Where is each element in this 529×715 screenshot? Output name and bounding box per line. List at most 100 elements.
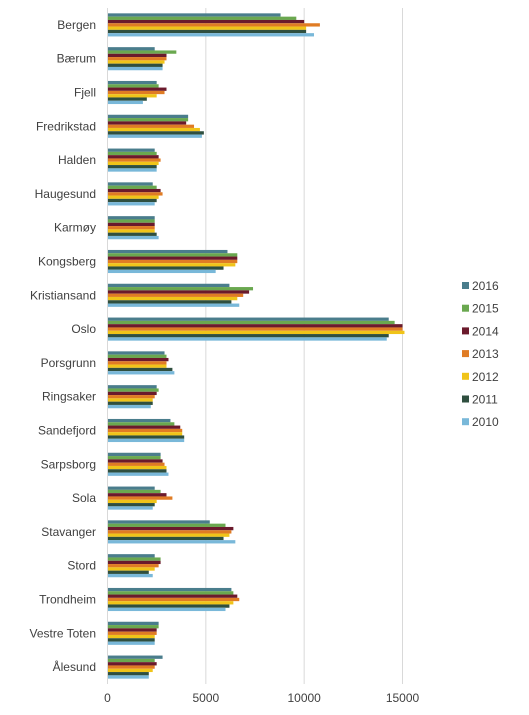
bar-2011 — [107, 232, 157, 236]
legend-label: 2010 — [472, 415, 499, 429]
bar-2016 — [107, 418, 171, 423]
bar-2015 — [107, 489, 161, 494]
bar-2015 — [107, 50, 177, 54]
bar-2016 — [107, 621, 159, 626]
legend-swatch-2011 — [462, 395, 469, 403]
legend-label: 2011 — [472, 393, 498, 407]
bar-2011 — [107, 536, 224, 541]
bar-2010 — [107, 573, 153, 578]
category-label: Fjell — [74, 86, 96, 100]
bar-2013 — [107, 496, 173, 500]
x-tick-label: 0 — [104, 691, 111, 705]
bar-2015 — [107, 287, 254, 291]
bar-2015 — [107, 456, 161, 460]
bar-2016 — [107, 114, 189, 119]
bar-2015 — [107, 557, 161, 561]
bar-2011 — [107, 503, 155, 507]
legend-swatch-2014 — [462, 327, 469, 335]
bar-2011 — [107, 29, 307, 34]
bar-2012 — [107, 432, 183, 436]
bar-2013 — [107, 259, 238, 264]
bar-2012 — [107, 94, 157, 98]
legend: 2016 2015 2014 2013 2012 2011 2010 — [462, 279, 499, 429]
bar-2016 — [107, 385, 157, 389]
legend-label: 2015 — [472, 302, 499, 316]
bar-2014 — [107, 87, 167, 91]
bar-2010 — [107, 404, 151, 409]
legend-label: 2012 — [472, 370, 499, 384]
category-label: Ringsaker — [42, 390, 96, 404]
gridlines — [205, 8, 403, 684]
bar-2015 — [107, 591, 234, 595]
bar-2014 — [107, 425, 181, 429]
category-label: Haugesund — [35, 187, 96, 201]
bar-2013 — [107, 192, 163, 196]
bar-2016 — [107, 283, 230, 288]
bar-2011 — [107, 97, 147, 101]
bar-2013 — [107, 428, 183, 433]
bar-2014 — [107, 560, 161, 565]
bar-2015 — [107, 658, 155, 663]
legend-label: 2016 — [472, 279, 499, 293]
bar-2010 — [107, 66, 163, 71]
bar-2011 — [107, 672, 149, 676]
category-label: Bærum — [57, 52, 96, 66]
category-label: Trondheim — [39, 593, 96, 607]
bar-2010 — [107, 472, 169, 476]
category-label: Kongsberg — [38, 255, 96, 269]
bar-2013 — [107, 395, 155, 399]
category-label: Sandefjord — [38, 424, 96, 438]
bar-2014 — [107, 290, 250, 294]
category-label: Vestre Toten — [30, 626, 97, 640]
bar-2014 — [107, 493, 167, 497]
bar-2014 — [107, 121, 187, 125]
bar-2013 — [107, 361, 167, 365]
bar-2010 — [107, 33, 314, 37]
bar-2012 — [107, 60, 165, 64]
bar-2015 — [107, 625, 159, 629]
x-tick-label: 15000 — [386, 691, 420, 705]
bar-2016 — [107, 452, 161, 457]
bar-2013 — [107, 530, 232, 534]
category-label: Fredrikstad — [36, 119, 96, 133]
bar-2014 — [107, 459, 163, 463]
bar-2015 — [107, 253, 238, 257]
x-tick-labels: 0 5000 10000 15000 — [104, 691, 419, 705]
bar-2012 — [107, 533, 230, 537]
legend-swatch-2015 — [462, 304, 469, 312]
bar-2012 — [107, 398, 153, 402]
bar-2016 — [107, 148, 155, 152]
bar-2014 — [107, 155, 159, 159]
bar-2011 — [107, 638, 155, 642]
bar-2012 — [107, 567, 155, 571]
bar-2013 — [107, 293, 244, 297]
bar-2016 — [107, 351, 165, 355]
bar-2015 — [107, 320, 395, 325]
bar-2014 — [107, 188, 161, 193]
x-tick-label: 10000 — [287, 691, 321, 705]
bar-2011 — [107, 165, 157, 169]
bar-2016 — [107, 317, 389, 321]
bar-2014 — [107, 19, 305, 24]
bar-2010 — [107, 337, 387, 341]
bar-2012 — [107, 601, 234, 605]
bar-2011 — [107, 435, 185, 439]
bar-2010 — [107, 235, 159, 240]
bar-2016 — [107, 182, 153, 186]
bar-2010 — [107, 607, 226, 612]
legend-label: 2014 — [472, 324, 499, 338]
bar-2015 — [107, 422, 175, 426]
bar-2011 — [107, 604, 230, 608]
bar-2015 — [107, 185, 157, 189]
bar-2012 — [107, 499, 157, 504]
bar-2011 — [107, 300, 232, 304]
legend-swatch-2013 — [462, 350, 469, 358]
bar-2013 — [107, 23, 320, 27]
bar-2011 — [107, 131, 204, 135]
bar-2013 — [107, 597, 240, 602]
bar-2011 — [107, 334, 389, 338]
bar-2013 — [107, 124, 195, 128]
bar-2016 — [107, 520, 210, 524]
x-tick-label: 5000 — [192, 691, 219, 705]
bar-2015 — [107, 523, 226, 527]
